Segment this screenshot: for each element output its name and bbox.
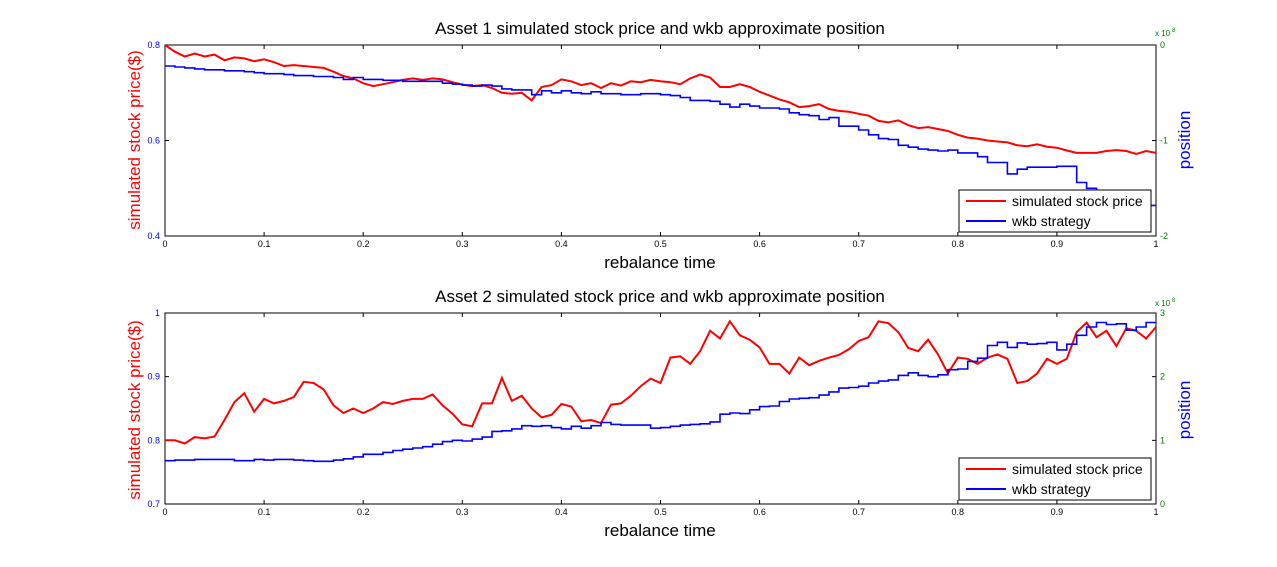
x-tick-label: 0.2 bbox=[357, 239, 370, 249]
left-y-tick-label: 0.8 bbox=[147, 40, 160, 50]
right-y-axis-ticks: -2 -1 0 bbox=[1152, 40, 1168, 241]
chart-panel-asset-2: Asset 2 simulated stock price and wkb ap… bbox=[125, 287, 1194, 540]
chart-panel-asset-1: Asset 1 simulated stock price and wkb ap… bbox=[125, 19, 1194, 272]
x-tick-label: 0.1 bbox=[258, 239, 271, 249]
x-tick-label: 0.6 bbox=[753, 239, 766, 249]
legend-label-price: simulated stock price bbox=[1012, 461, 1143, 477]
svg-text:x 10: x 10 bbox=[1155, 29, 1171, 38]
right-y-tick-label: 1 bbox=[1160, 435, 1165, 445]
chart-title: Asset 1 simulated stock price and wkb ap… bbox=[435, 19, 885, 38]
x-tick-label: 1 bbox=[1153, 507, 1158, 517]
x-tick-label: 0.4 bbox=[555, 507, 568, 517]
x-tick-label: 0.7 bbox=[852, 239, 865, 249]
price-series-line bbox=[165, 45, 1156, 155]
x-axis-label: rebalance time bbox=[604, 253, 716, 272]
legend-box bbox=[958, 457, 1152, 501]
x-tick-label: 0.8 bbox=[952, 507, 965, 517]
left-y-tick-label: 0.9 bbox=[147, 372, 160, 382]
position-series-line bbox=[165, 65, 1156, 209]
legend-box bbox=[958, 189, 1152, 233]
series-layer bbox=[165, 45, 1156, 209]
left-y-tick-label: 0.8 bbox=[147, 435, 160, 445]
series-layer bbox=[165, 319, 1156, 463]
svg-text:8: 8 bbox=[1172, 28, 1176, 34]
x-tick-label: 0 bbox=[162, 239, 167, 249]
right-y-axis-ticks: 0 1 2 3 bbox=[1152, 308, 1165, 509]
x-tick-label: 0.7 bbox=[852, 507, 865, 517]
x-axis-label: rebalance time bbox=[604, 521, 716, 540]
x-tick-label: 0.2 bbox=[357, 507, 370, 517]
x-tick-label: 0.9 bbox=[1051, 507, 1064, 517]
x-tick-label: 0.9 bbox=[1051, 239, 1064, 249]
legend: simulated stock price wkb strategy bbox=[958, 457, 1152, 501]
x-tick-label: 0.5 bbox=[654, 239, 667, 249]
svg-text:8: 8 bbox=[1172, 298, 1176, 304]
price-series-line bbox=[165, 319, 1156, 445]
right-y-axis-label: position bbox=[1175, 381, 1194, 440]
right-axis-exponent: x 10 8 bbox=[1155, 28, 1176, 38]
left-y-axis-label: simulated stock price($) bbox=[125, 50, 144, 230]
x-tick-label: 0.1 bbox=[258, 507, 271, 517]
legend-label-position: wkb strategy bbox=[1011, 213, 1091, 229]
x-tick-label: 0.8 bbox=[952, 239, 965, 249]
chart-title: Asset 2 simulated stock price and wkb ap… bbox=[435, 287, 885, 306]
x-tick-label: 0.3 bbox=[456, 239, 469, 249]
x-axis-ticks: 0 0.1 0.2 0.3 0.4 0.5 0.6 0.7 0.8 0.9 1 bbox=[162, 313, 1159, 517]
left-y-axis-label: simulated stock price($) bbox=[125, 320, 144, 500]
right-axis-exponent: x 10 8 bbox=[1155, 298, 1176, 308]
right-y-tick-label: 3 bbox=[1160, 308, 1165, 318]
right-y-axis-label: position bbox=[1175, 111, 1194, 170]
svg-text:x 10: x 10 bbox=[1155, 299, 1171, 308]
legend-label-price: simulated stock price bbox=[1012, 193, 1143, 209]
x-tick-label: 0.6 bbox=[753, 507, 766, 517]
left-y-tick-label: 1 bbox=[155, 308, 160, 318]
position-series-line bbox=[165, 321, 1156, 463]
legend: simulated stock price wkb strategy bbox=[958, 189, 1152, 233]
left-y-tick-label: 0.6 bbox=[147, 136, 160, 146]
left-y-tick-label: 0.7 bbox=[147, 499, 160, 509]
legend-label-position: wkb strategy bbox=[1011, 481, 1091, 497]
right-y-tick-label: 2 bbox=[1160, 372, 1165, 382]
right-y-tick-label: 0 bbox=[1160, 499, 1165, 509]
left-y-tick-label: 0.4 bbox=[147, 231, 160, 241]
x-tick-label: 0.4 bbox=[555, 239, 568, 249]
right-y-tick-label: -2 bbox=[1160, 231, 1168, 241]
x-tick-label: 1 bbox=[1153, 239, 1158, 249]
right-y-tick-label: -1 bbox=[1160, 136, 1168, 146]
right-y-tick-label: 0 bbox=[1160, 40, 1165, 50]
x-tick-label: 0.5 bbox=[654, 507, 667, 517]
x-tick-label: 0.3 bbox=[456, 507, 469, 517]
x-tick-label: 0 bbox=[162, 507, 167, 517]
x-axis-ticks: 0 0.1 0.2 0.3 0.4 0.5 0.6 0.7 0.8 0.9 1 bbox=[162, 45, 1159, 249]
